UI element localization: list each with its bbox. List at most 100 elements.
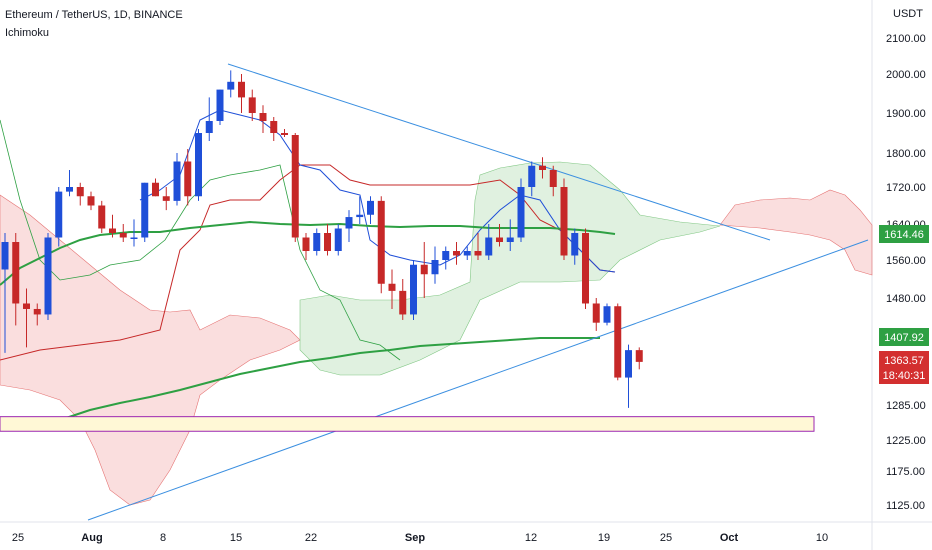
candle-body: [592, 303, 600, 323]
indicator-label: Ichimoku: [5, 27, 50, 39]
y-tick-label: 2000.00: [886, 69, 926, 81]
candle-body: [345, 217, 353, 229]
candle-body: [399, 290, 407, 315]
x-tick-label: 22: [305, 532, 317, 544]
x-tick-label: Sep: [405, 532, 425, 544]
candle-body: [485, 237, 493, 256]
candle-body: [55, 191, 63, 238]
candle-body: [109, 228, 116, 233]
candle-body: [302, 237, 310, 251]
candle-body: [463, 251, 471, 256]
candle-body: [571, 233, 579, 256]
candle-body: [367, 200, 374, 215]
support-zone: [0, 416, 815, 432]
price-tag-bg: [879, 366, 929, 384]
candle-body: [560, 187, 568, 256]
candle-body: [324, 233, 331, 251]
candle-body: [281, 133, 288, 135]
candle-body: [152, 182, 159, 197]
y-tick-label: 2100.00: [886, 33, 926, 45]
candle-body: [119, 233, 127, 238]
candle-body: [506, 237, 514, 242]
y-tick-label: 1175.00: [886, 466, 925, 478]
candle-body: [162, 196, 170, 201]
candle-body: [291, 135, 299, 238]
kijun-sen: [0, 164, 616, 361]
candle-body: [614, 306, 622, 378]
candle-body: [431, 260, 439, 275]
candle-body: [227, 81, 235, 90]
x-tick-label: 25: [660, 532, 672, 544]
x-tick-label: 8: [160, 532, 166, 544]
x-tick-label: Oct: [720, 532, 739, 544]
y-tick-label: 1285.00: [886, 400, 926, 412]
price-tag-bg: [879, 225, 929, 243]
candle-body: [248, 97, 256, 113]
x-tick-label: 10: [816, 532, 828, 544]
price-tag-bg: [879, 351, 929, 369]
price-tag-label: 1614.46: [884, 229, 924, 241]
candle-body: [1, 242, 9, 270]
y-tick-label: 1560.00: [886, 255, 926, 267]
x-tick-label: 15: [230, 532, 242, 544]
cloud-bullish: [299, 161, 721, 376]
candle-body: [195, 133, 202, 197]
descending-trendline: [227, 63, 771, 241]
cloud-bearish-left: [0, 194, 301, 506]
candle-body: [66, 187, 73, 192]
candle-body: [23, 303, 30, 309]
price-tag-label: 18:40:31: [883, 370, 926, 382]
y-tick-label: 1225.00: [886, 435, 926, 447]
candle-body: [517, 187, 525, 238]
candle-body: [528, 165, 536, 187]
y-tick-label: 1125.00: [886, 500, 925, 512]
price-tag-label: 1363.57: [884, 355, 924, 367]
currency-label: USDT: [893, 8, 923, 20]
candle-body: [76, 187, 84, 197]
candle-body: [582, 233, 589, 304]
candle-body: [625, 350, 632, 378]
symbol-title: Ethereum / TetherUS, 1D, BINANCE: [5, 9, 183, 21]
price-tag-label: 1407.92: [884, 332, 924, 344]
x-tick-label: 25: [12, 532, 24, 544]
candle-body: [12, 242, 20, 304]
candle-body: [33, 308, 41, 315]
x-tick-label: 12: [525, 532, 537, 544]
candle-body: [98, 205, 106, 229]
moving-average-long: [0, 337, 600, 431]
candle-body: [453, 251, 460, 256]
y-tick-label: 1900.00: [886, 108, 926, 120]
candle-body: [635, 350, 643, 362]
y-tick-label: 1480.00: [886, 293, 926, 305]
candle-body: [496, 237, 503, 242]
candle-body: [270, 121, 278, 133]
candle-body: [603, 306, 611, 323]
candle-body: [334, 228, 342, 251]
candle-body: [377, 200, 385, 284]
candle-body: [549, 170, 557, 187]
candle-body: [474, 251, 482, 256]
chikou-span: [0, 119, 401, 361]
y-tick-label: 1720.00: [886, 182, 926, 194]
price-tag-bg: [879, 328, 929, 346]
candle-body: [216, 89, 224, 121]
x-tick-label: Aug: [81, 532, 102, 544]
candle-body: [313, 233, 321, 251]
ascending-trendline: [87, 239, 869, 521]
candle-body: [44, 237, 52, 315]
candle-body: [173, 161, 181, 201]
candle-body: [238, 81, 245, 98]
candle-body: [259, 113, 267, 121]
candle-body: [184, 161, 192, 197]
cloud-bearish-right: [719, 189, 873, 276]
x-tick-label: 19: [598, 532, 610, 544]
candle-body: [130, 237, 138, 239]
candle-body: [442, 251, 450, 260]
candle-body: [539, 165, 546, 170]
candle-body: [356, 214, 364, 218]
candle-body: [205, 121, 213, 133]
candle-body: [420, 264, 428, 275]
candle-body: [87, 196, 95, 206]
candle-body: [141, 182, 149, 238]
